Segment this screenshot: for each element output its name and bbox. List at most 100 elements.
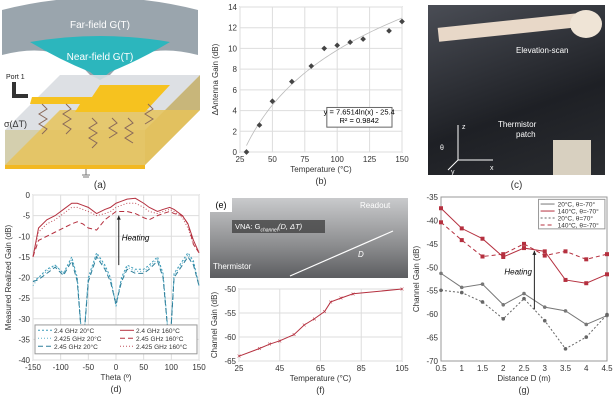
- x-tick-label: -150: [25, 363, 42, 372]
- y-tick-label: 8: [233, 65, 238, 74]
- y-tick-label: -20: [18, 274, 30, 283]
- x-tick-label: 0: [114, 363, 119, 372]
- caption-b: (b): [316, 176, 327, 186]
- near-field-shape: [30, 36, 170, 80]
- elevation-scan-label: Elevation-scan: [516, 46, 569, 55]
- data-point: ×: [278, 338, 282, 345]
- data-point: [605, 312, 609, 317]
- y-tick-label: -5: [23, 212, 31, 221]
- axes-icon: z x y θ: [440, 124, 494, 175]
- data-point: [584, 335, 589, 339]
- x-axis-label: Theta (º): [101, 373, 132, 382]
- y-tick-label: -55: [426, 287, 438, 296]
- caption-d: (d): [111, 384, 122, 394]
- x-tick-label: 4: [584, 364, 589, 373]
- x-tick-label: 25: [235, 364, 244, 373]
- y-tick-label: -65: [426, 334, 438, 343]
- y-tick-label: -45: [426, 240, 438, 249]
- data-point: [308, 63, 315, 69]
- x-tick-label: 50: [268, 155, 277, 164]
- caption-g: (g): [519, 385, 530, 395]
- data-point: ×: [323, 309, 327, 316]
- x-axis-label: Temperature (°C): [290, 374, 352, 383]
- data-point: ×: [329, 299, 333, 306]
- data-point: [439, 206, 443, 211]
- series-line: [440, 289, 608, 350]
- data-point: [459, 238, 464, 243]
- x-tick-label: 150: [395, 155, 409, 164]
- y-tick-label: -35: [18, 335, 30, 344]
- series-line: [32, 202, 200, 257]
- x-tick-label: 65: [316, 364, 325, 373]
- chart-b: 0 2 4 6 8 10 12 14 25 50 75 100 125 150 Temperature (°…: [211, 3, 409, 186]
- readout-label: Readout: [360, 201, 391, 210]
- caption-c: (c): [510, 180, 523, 191]
- data-point: [459, 226, 464, 231]
- chart-g: -35 -40 -45 -50 -55 -60 -65 -700.5 1 1.5 2 2.5 3 3.5 4…: [412, 193, 613, 395]
- thermistor-patch-box: [553, 140, 591, 175]
- x-tick-label: 100: [331, 155, 345, 164]
- ground-icon: [82, 169, 90, 178]
- y-tick-label: -65: [224, 357, 236, 366]
- data-point: [439, 220, 443, 225]
- legend-label: 2.45 GHz 160°C: [136, 335, 184, 343]
- legend-label: 2.425 GHz 20°C: [54, 335, 102, 343]
- data-point: [501, 302, 506, 307]
- data-point: [542, 305, 547, 309]
- data-point: [522, 246, 526, 251]
- data-point: ×: [268, 342, 272, 349]
- arrow-head-icon: [532, 250, 537, 255]
- data-point: [563, 277, 568, 282]
- y-axis-label: Channel Gain (dB): [412, 246, 421, 313]
- data-point: [563, 347, 568, 351]
- series-line: [32, 251, 200, 352]
- data-point: ×: [312, 316, 316, 323]
- data-point: [522, 291, 526, 296]
- data-point: [439, 288, 443, 293]
- y-tick-label: -40: [426, 216, 438, 225]
- y-tick-label: 14: [228, 3, 237, 12]
- x-tick-label: -50: [83, 363, 95, 372]
- data-point: [459, 290, 464, 295]
- data-point: ×: [351, 291, 355, 298]
- y-axis-label: Measured Realized Gain (dB): [4, 224, 13, 330]
- x-tick-label: 100: [165, 363, 179, 372]
- x-tick-label: 45: [275, 364, 284, 373]
- data-point: [256, 122, 263, 128]
- x-tick-label: 105: [395, 364, 409, 373]
- trend-equation: y = 7.6514ln(x) - 25.4: [324, 108, 395, 117]
- x-tick-label: 3: [543, 364, 548, 373]
- y-tick-label: -35: [426, 193, 438, 202]
- caption-f: (f): [316, 385, 325, 395]
- data-point: ×: [400, 287, 404, 294]
- y-tick-label: 6: [233, 86, 238, 95]
- heating-label: Heating: [504, 267, 532, 276]
- svg-text:z: z: [462, 124, 466, 131]
- data-point: [584, 281, 589, 286]
- data-point: [605, 252, 609, 257]
- data-point: [289, 78, 295, 85]
- sigma-label: σ(ΔT): [4, 119, 27, 129]
- thermistor-label: Thermistor: [498, 120, 537, 129]
- patch-label: patch: [516, 130, 536, 139]
- legend-label: 2.45 GHz 20°C: [54, 343, 98, 351]
- x-tick-label: 2: [501, 364, 506, 373]
- legend-label: 20°C, θ=70°: [558, 215, 594, 223]
- lab-photo: (e) VNA: Gchannel(D, ΔT) Readout D Therm…: [210, 198, 408, 278]
- port-label: Port 1: [6, 74, 25, 81]
- legend: [34, 324, 198, 355]
- series-line: [440, 221, 608, 260]
- patch: [30, 85, 170, 112]
- legend-label: 2.4 GHz 20°C: [54, 327, 94, 335]
- y-tick-label: 0: [26, 191, 31, 200]
- panel-a: Far-field G(T) Near-field G(T) Port 1 σ(…: [0, 0, 200, 195]
- series-line: [32, 197, 200, 257]
- data-point: ×: [237, 354, 241, 361]
- caption-a: (a): [93, 180, 107, 191]
- data-point: [480, 300, 485, 304]
- data-point: [501, 254, 506, 259]
- x-tick-label: 1: [460, 364, 465, 373]
- data-point: [480, 282, 485, 286]
- data-point: [542, 318, 547, 323]
- y-tick-label: -40: [18, 356, 30, 365]
